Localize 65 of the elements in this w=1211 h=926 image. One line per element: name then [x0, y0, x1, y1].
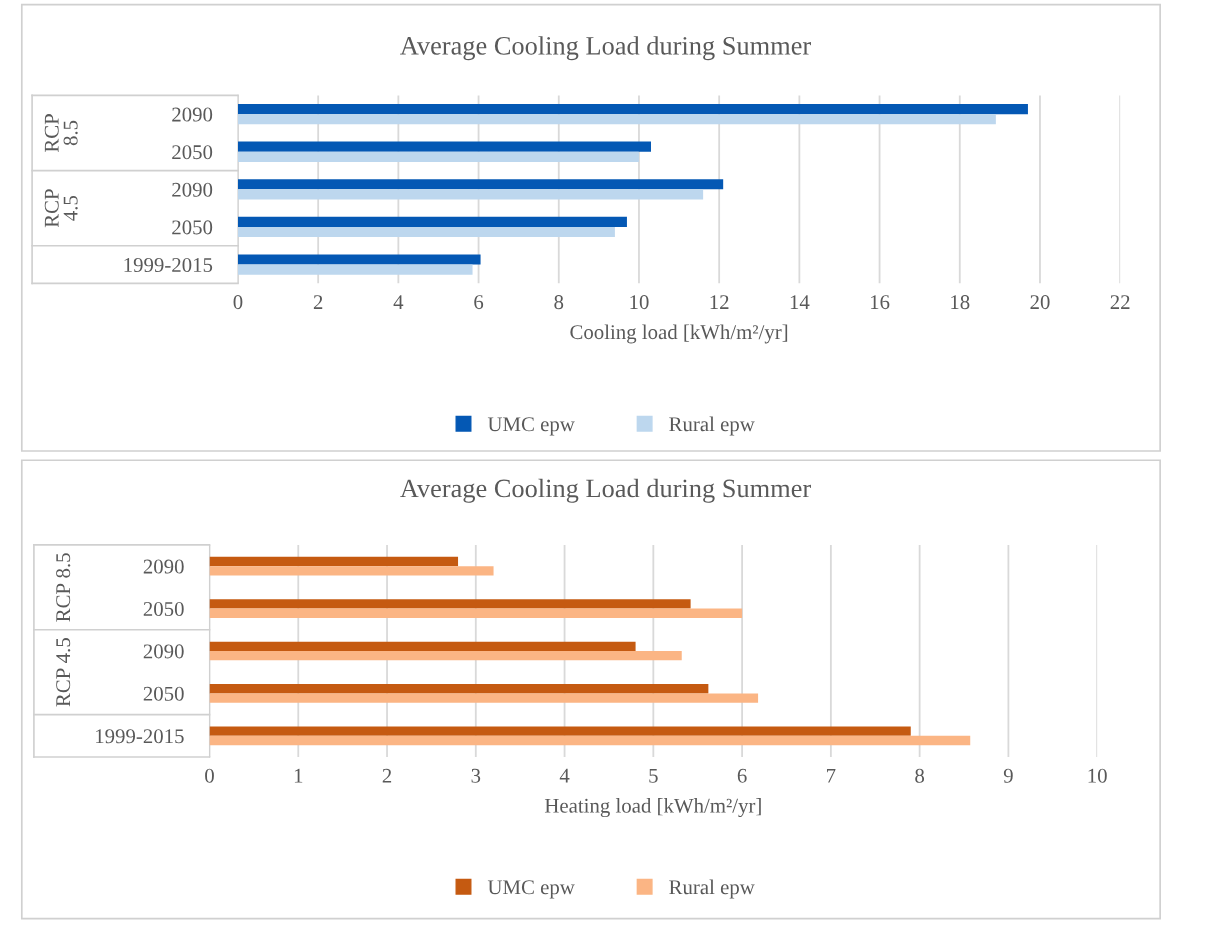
- x-tick-label: 2: [313, 295, 323, 309]
- bar: [209, 641, 636, 651]
- bar: [209, 566, 494, 576]
- bar: [209, 556, 459, 567]
- bar: [237, 151, 639, 162]
- text: RCP 8.5: [44, 114, 78, 153]
- bar: [209, 693, 759, 703]
- x-tick-label: 0: [205, 768, 214, 783]
- x-axis-title: Heating load [kWh/m²/yr]: [544, 798, 761, 818]
- bar: [209, 684, 709, 694]
- text: RCP 4.5: [44, 189, 78, 228]
- legend-label: Rural epw: [669, 879, 755, 899]
- x-tick-label: 1: [294, 768, 303, 783]
- x-tick-label: 4: [393, 295, 404, 309]
- legend-label: UMC epw: [487, 880, 575, 899]
- text: RCP 8.5: [56, 553, 71, 622]
- x-tick-label: 4: [559, 768, 570, 783]
- y-tick-label: 2090: [143, 559, 184, 574]
- x-tick-label: 14: [790, 295, 810, 309]
- y-tick-label: 2090: [143, 644, 184, 659]
- x-tick-label: 8: [554, 295, 564, 310]
- x-tick-label: 12: [710, 295, 729, 309]
- y-tick-label: 1999-2015: [96, 729, 184, 744]
- bar: [237, 226, 615, 238]
- x-axis-title: Cooling load [kWh/m²/yr]: [570, 324, 788, 344]
- bar: [237, 189, 704, 200]
- x-tick-label: 0: [233, 295, 243, 310]
- y-tick-label: 2050: [172, 220, 213, 235]
- bar: [237, 179, 724, 190]
- y-tick-label: 2050: [143, 601, 184, 616]
- bar: [237, 254, 481, 265]
- x-tick-label: 6: [474, 295, 484, 310]
- chart-title: Average Cooling Load during Summer: [400, 36, 811, 61]
- chart-title: Average Cooling Load during Summer: [400, 478, 811, 503]
- x-tick-label: 16: [870, 295, 890, 310]
- bar: [237, 104, 1028, 115]
- x-tick-label: 18: [951, 295, 970, 310]
- x-tick-label: 3: [471, 768, 481, 783]
- x-tick-label: 9: [1003, 768, 1013, 783]
- x-tick-label: 6: [737, 768, 747, 783]
- text: RCP 4.5: [56, 638, 71, 707]
- y-tick-label: 2050: [143, 686, 184, 701]
- bar: [237, 264, 473, 275]
- bar: [209, 599, 691, 609]
- bar: [237, 114, 996, 125]
- x-tick-label: 22: [1110, 295, 1130, 309]
- y-tick-label: 2050: [172, 145, 213, 160]
- y-tick-label: 1999-2015: [124, 257, 213, 272]
- bar: [237, 141, 651, 152]
- bar: [209, 735, 971, 746]
- y-tick-label: 2090: [172, 182, 213, 197]
- x-tick-label: 10: [1088, 768, 1107, 783]
- y-tick-label: 2090: [172, 107, 213, 122]
- x-tick-label: 10: [630, 295, 649, 310]
- legend-label: Rural epw: [669, 416, 755, 436]
- x-tick-label: 5: [649, 768, 658, 783]
- bar: [209, 650, 682, 661]
- legend-label: UMC epw: [487, 417, 575, 436]
- bar: [237, 216, 627, 227]
- x-tick-label: 7: [827, 768, 836, 783]
- x-tick-label: 2: [382, 768, 392, 783]
- bar: [209, 608, 743, 618]
- x-tick-label: 8: [915, 768, 925, 783]
- x-tick-label: 20: [1030, 295, 1050, 310]
- bar: [209, 726, 911, 736]
